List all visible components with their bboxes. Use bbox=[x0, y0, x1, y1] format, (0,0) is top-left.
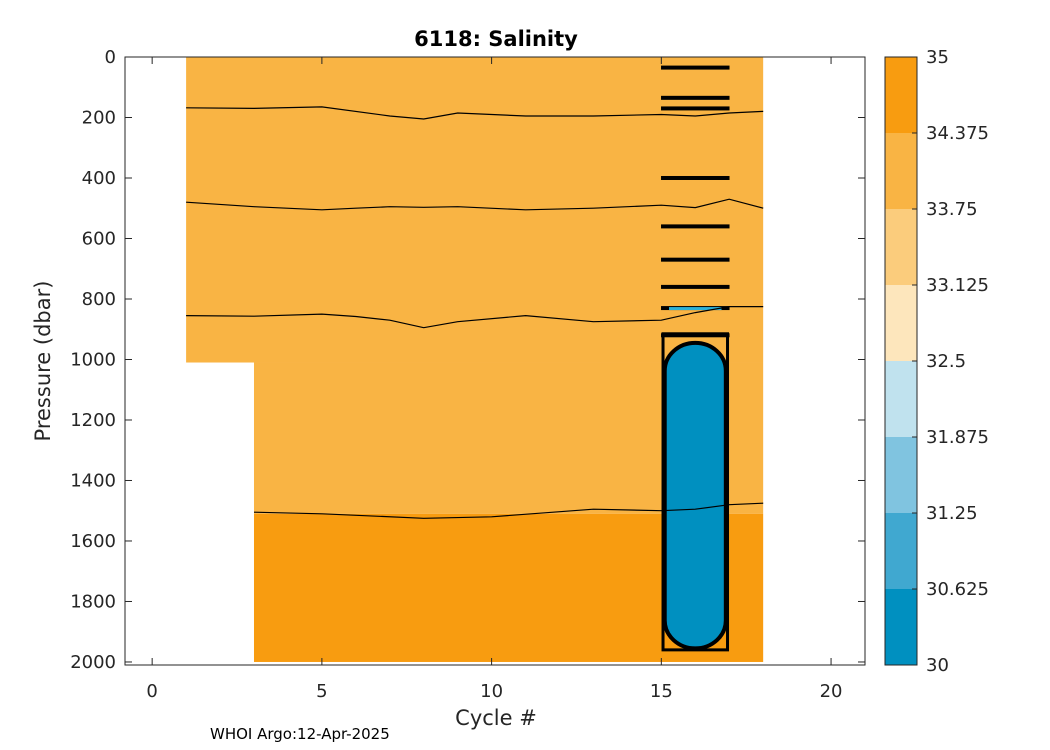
contour-middle bbox=[186, 198, 764, 211]
contour-lower bbox=[186, 306, 764, 329]
y-tick-label: 1400 bbox=[70, 470, 116, 491]
colorbar: 35 34.375 33.75 33.125 32.5 31.875 31.25 30.625… bbox=[884, 47, 989, 676]
x-tick-label: 10 bbox=[480, 681, 503, 702]
colorbar-tick-label: 33.75 bbox=[926, 199, 978, 220]
x-tick-label: 15 bbox=[650, 681, 673, 702]
colorbar-tick-label: 35 bbox=[926, 47, 949, 68]
colorbar-band bbox=[885, 361, 917, 437]
contour-deep bbox=[253, 502, 764, 519]
plot-area bbox=[125, 57, 865, 665]
colorbar-band bbox=[885, 285, 917, 361]
colorbar-tick-label: 34.375 bbox=[926, 123, 989, 144]
y-tick-label: 400 bbox=[82, 168, 116, 189]
y-tick-label: 1000 bbox=[70, 349, 116, 370]
x-tick-label: 20 bbox=[820, 681, 843, 702]
y-axis-label: Pressure (dbar) bbox=[31, 281, 55, 442]
colorbar-tick-label: 32.5 bbox=[926, 351, 966, 372]
footer-note: WHOI Argo:12-Apr-2025 bbox=[210, 725, 390, 743]
anomaly-cyan-mark bbox=[669, 307, 722, 311]
y-tick-label: 800 bbox=[82, 289, 116, 310]
y-tick-label: 1600 bbox=[70, 531, 116, 552]
y-tick-label: 600 bbox=[82, 228, 116, 249]
colorbar-tick-label: 31.875 bbox=[926, 427, 989, 448]
y-axis-ticks: 0 200 400 600 800 1000 1200 1400 1600 1800 2000 bbox=[70, 47, 865, 673]
plot-frame bbox=[124, 56, 866, 666]
anomaly-mark bbox=[661, 257, 730, 262]
x-axis-ticks: 0 5 10 15 20 bbox=[146, 57, 843, 702]
anomaly-layer bbox=[661, 65, 730, 652]
y-tick-label: 2000 bbox=[70, 652, 116, 673]
anomaly-mark bbox=[661, 284, 730, 289]
anomaly-mark bbox=[661, 333, 730, 338]
colorbar-band bbox=[885, 513, 917, 589]
y-tick-label: 200 bbox=[82, 107, 116, 128]
colorbar-tick-label: 31.25 bbox=[926, 503, 978, 524]
chart-title: 6118: Salinity bbox=[414, 27, 578, 51]
anomaly-mark bbox=[661, 95, 730, 100]
y-tick-label: 0 bbox=[105, 47, 116, 68]
colorbar-band bbox=[885, 437, 917, 513]
salinity-regions bbox=[186, 57, 764, 662]
anomaly-mark bbox=[661, 224, 730, 229]
anomaly-mark bbox=[661, 175, 730, 180]
contour-lines bbox=[186, 106, 764, 519]
x-axis-label: Cycle # bbox=[455, 706, 537, 730]
colorbar-tick-label: 30 bbox=[926, 655, 949, 676]
colorbar-band bbox=[885, 589, 917, 665]
y-tick-label: 1200 bbox=[70, 410, 116, 431]
region-low-salinity-anomaly bbox=[662, 340, 728, 651]
x-tick-label: 5 bbox=[316, 681, 327, 702]
x-tick-label: 0 bbox=[146, 681, 157, 702]
colorbar-band bbox=[885, 209, 917, 285]
colorbar-tick-label: 33.125 bbox=[926, 275, 989, 296]
anomaly-mark bbox=[661, 65, 730, 70]
colorbar-band bbox=[885, 133, 917, 209]
y-tick-label: 1800 bbox=[70, 591, 116, 612]
colorbar-tick-label: 30.625 bbox=[926, 579, 989, 600]
contour-upper bbox=[186, 106, 764, 120]
colorbar-band bbox=[885, 57, 917, 133]
anomaly-mark bbox=[661, 106, 730, 111]
